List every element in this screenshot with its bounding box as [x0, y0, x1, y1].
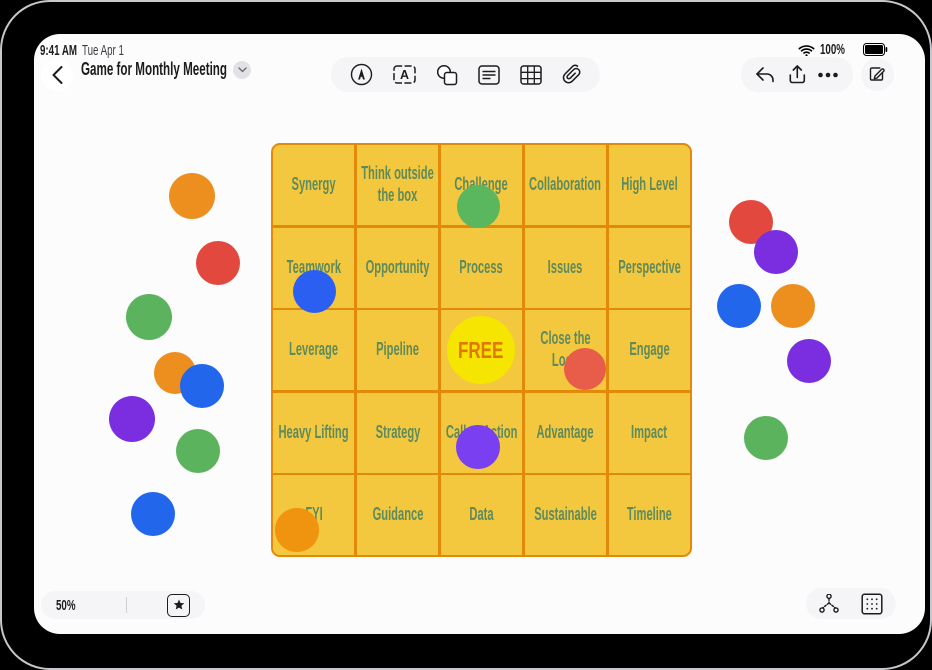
- svg-text:A: A: [400, 68, 409, 82]
